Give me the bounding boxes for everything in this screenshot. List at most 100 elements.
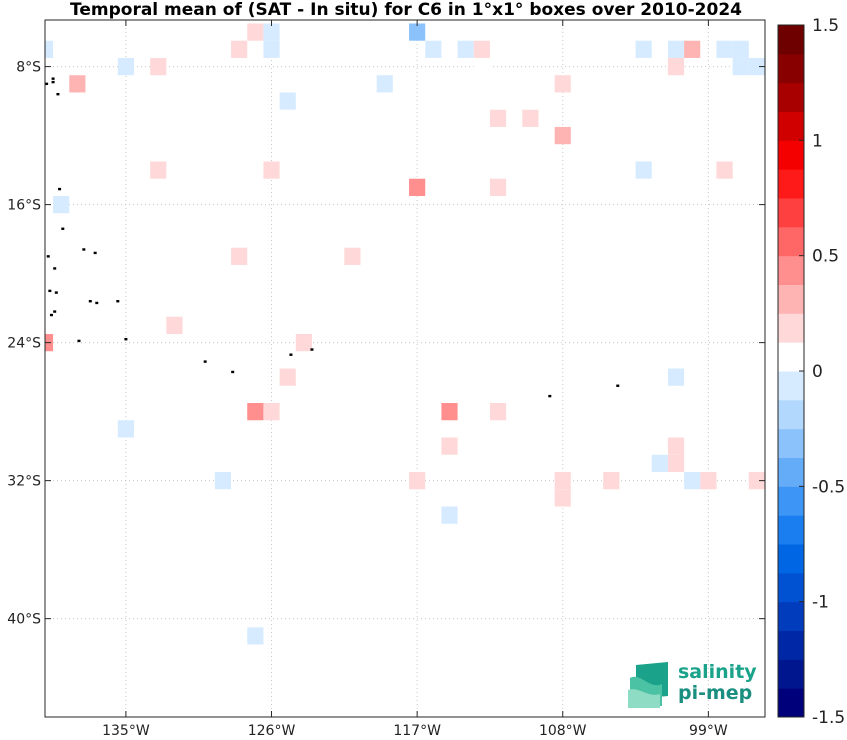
data-cell	[667, 368, 685, 386]
colorbar-frame	[777, 24, 805, 718]
data-cell	[425, 40, 442, 58]
island	[95, 301, 99, 305]
data-cell	[635, 40, 652, 58]
data-cell	[214, 472, 232, 490]
data-cell	[667, 57, 685, 76]
island	[46, 255, 50, 258]
colorbar-segment	[778, 399, 804, 430]
data-cell	[603, 472, 620, 490]
colorbar-segment	[778, 486, 804, 516]
colorbar-tick-label: 1	[812, 131, 823, 151]
data-cell	[247, 627, 264, 645]
island	[49, 313, 53, 317]
data-cell	[473, 75, 490, 93]
data-cell	[684, 472, 701, 490]
data-cell	[247, 403, 264, 421]
data-cell	[263, 161, 280, 179]
data-cell	[554, 126, 571, 145]
chart-title: Temporal mean of (SAT - In situ) for C6 …	[70, 0, 742, 20]
data-cell	[441, 437, 458, 455]
island	[77, 339, 81, 343]
island	[53, 310, 57, 313]
x-tick-label: 135°W	[102, 723, 150, 739]
colorbar-segment	[778, 572, 804, 603]
data-cell	[117, 420, 134, 438]
island	[88, 300, 92, 303]
data-cell	[247, 23, 264, 41]
island	[56, 92, 60, 96]
colorbar-segment	[778, 688, 804, 718]
x-tick-label: 99°W	[689, 723, 728, 739]
data-cell	[166, 316, 183, 334]
island	[45, 82, 49, 86]
data-cell	[150, 161, 167, 179]
colorbar-segment	[778, 198, 804, 228]
y-tick-label: 40°S	[7, 612, 41, 628]
x-tick-label: 108°W	[539, 723, 587, 739]
y-tick-label: 8°S	[16, 60, 41, 76]
data-cell	[522, 109, 539, 127]
data-cell	[409, 23, 426, 41]
data-cell	[376, 75, 393, 93]
data-cell	[748, 472, 765, 490]
data-cell	[473, 57, 490, 76]
data-cell	[263, 403, 280, 421]
data-cell	[295, 333, 312, 352]
data-cell	[667, 40, 685, 58]
data-cell	[554, 75, 571, 93]
colorbar-segment	[778, 457, 804, 487]
data-cell	[441, 403, 458, 421]
plot-background	[45, 20, 765, 717]
colorbar-segment	[778, 82, 804, 112]
island	[54, 291, 58, 294]
colorbar-segment	[778, 53, 804, 84]
colorbar-segment	[778, 371, 804, 401]
colorbar-segment	[778, 169, 804, 199]
colorbar-segment	[778, 313, 804, 343]
data-cell	[409, 472, 426, 490]
colorbar-segment	[778, 544, 804, 574]
data-cell	[344, 247, 361, 265]
colorbar-segment	[778, 284, 804, 314]
data-cell	[489, 178, 507, 196]
data-cell	[45, 40, 54, 58]
data-cell	[279, 92, 296, 110]
colorbar-segment	[778, 25, 804, 55]
island	[51, 77, 55, 80]
data-cell	[53, 195, 70, 214]
logo-line2: pi-mep	[678, 682, 752, 704]
data-cell	[441, 506, 458, 524]
data-cell	[700, 472, 717, 490]
data-cell	[263, 40, 280, 58]
data-cell	[489, 403, 507, 421]
plot-frame	[44, 19, 766, 718]
data-cell	[667, 437, 685, 455]
colorbar-tick-label: 1.5	[812, 16, 839, 36]
island	[310, 348, 314, 351]
x-tick-label: 126°W	[248, 723, 296, 739]
axis-ticks: 135°W 126°W 117°W 108°W 99°W 8°S 16°S 24°S 32°S 4…	[7, 20, 765, 739]
data-cell	[150, 57, 167, 76]
colorbar-segment	[778, 428, 804, 458]
island	[289, 353, 293, 356]
island	[124, 337, 128, 341]
colorbar-tick-label: -1	[812, 593, 829, 613]
data-cell	[748, 57, 765, 76]
island	[53, 267, 57, 270]
data-cell	[69, 75, 86, 93]
colorbar-segment	[778, 659, 804, 689]
colorbar-segment	[778, 601, 804, 631]
data-cell	[489, 109, 507, 127]
data-cell	[457, 75, 474, 93]
colorbar-segment	[778, 226, 804, 257]
data-cell	[231, 247, 248, 265]
data-cell	[279, 368, 296, 386]
colorbar: 1.5 1 0.5 0 -0.5 -1 -1.5	[778, 16, 845, 728]
island	[203, 360, 207, 363]
data-cell	[117, 57, 134, 76]
island	[51, 80, 55, 84]
island	[82, 248, 86, 251]
colorbar-segment	[778, 342, 804, 372]
island	[61, 227, 65, 230]
